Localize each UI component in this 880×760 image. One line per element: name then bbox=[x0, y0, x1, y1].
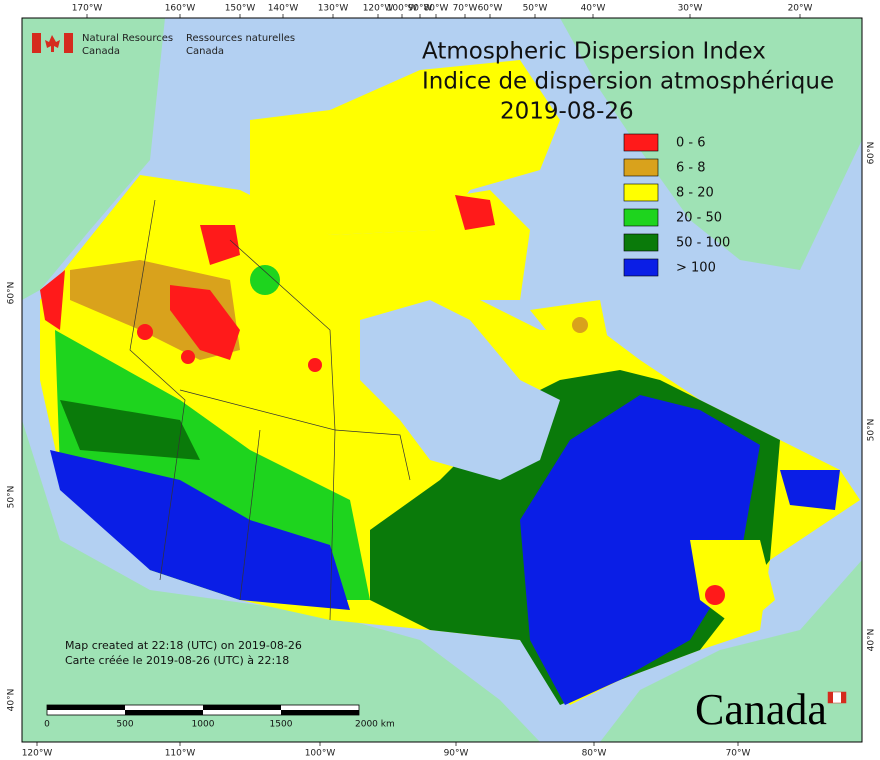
alaska bbox=[22, 18, 165, 300]
lon-label: 150°W bbox=[225, 4, 256, 14]
title-fr: Indice de dispersion atmosphérique bbox=[422, 69, 834, 95]
lon-label: 100°W bbox=[305, 749, 336, 759]
lat-label: 40°N bbox=[867, 629, 877, 652]
title-date: 2019-08-26 bbox=[500, 99, 634, 125]
lon-label: 90°W bbox=[444, 749, 469, 759]
lat-label: 60°N bbox=[7, 282, 17, 305]
zone-red-spot bbox=[181, 350, 195, 364]
lon-label: 120°W bbox=[363, 4, 394, 14]
legend-swatch bbox=[623, 233, 659, 252]
scale-segment bbox=[125, 710, 203, 715]
lon-label: 140°W bbox=[268, 4, 299, 14]
legend-swatch bbox=[623, 208, 659, 227]
lon-label: 130°W bbox=[318, 4, 349, 14]
lon-label: 120°W bbox=[22, 749, 53, 759]
united-states bbox=[22, 420, 540, 742]
lat-label: 40°N bbox=[7, 689, 17, 712]
boundary bbox=[239, 429, 261, 601]
wordmark-flag-bar bbox=[828, 692, 833, 703]
scale-label: 1000 bbox=[192, 720, 215, 730]
zone-red-northwest bbox=[170, 285, 240, 360]
scale-segment bbox=[203, 705, 281, 710]
flag-bar bbox=[32, 33, 41, 53]
zone-blue-newfoundland bbox=[780, 470, 840, 510]
lon-label: 30°W bbox=[678, 4, 703, 14]
zone-green-spot bbox=[250, 265, 280, 295]
zone-yellow-maritimes bbox=[690, 540, 775, 630]
legend-label: 8 - 20 bbox=[676, 186, 714, 201]
agency-fr: Canada bbox=[186, 46, 224, 57]
lat-label: 50°N bbox=[867, 419, 877, 442]
legend-label: 0 - 6 bbox=[676, 136, 706, 151]
zone-red-baffin bbox=[455, 195, 495, 230]
zone-orange-spot bbox=[572, 317, 588, 333]
maple-leaf bbox=[45, 35, 60, 52]
scale-label: 0 bbox=[44, 720, 50, 730]
zone-blue-east bbox=[520, 395, 760, 705]
legend-swatch bbox=[623, 133, 659, 152]
lon-label: 70°W bbox=[726, 749, 751, 759]
boundary bbox=[334, 429, 411, 481]
legend-swatch bbox=[623, 258, 659, 277]
lon-label: 80°W bbox=[424, 4, 449, 14]
zone-red-yukon bbox=[40, 270, 65, 330]
canada-wordmark: Canada bbox=[695, 685, 827, 734]
map-body bbox=[22, 18, 862, 742]
arctic-islands bbox=[250, 60, 560, 235]
boundary bbox=[129, 199, 186, 581]
map-frame bbox=[21, 17, 863, 743]
lon-label: 80°W bbox=[582, 749, 607, 759]
agency-en: Natural Resources bbox=[82, 33, 173, 44]
boundary bbox=[229, 239, 336, 431]
legend-label: 20 - 50 bbox=[676, 211, 722, 226]
legend-label: > 100 bbox=[676, 261, 716, 276]
scale-label: 2000 km bbox=[355, 720, 395, 730]
scale-label: 500 bbox=[116, 720, 133, 730]
legend-label: 50 - 100 bbox=[676, 236, 730, 251]
note-fr: Carte créée le 2019-08-26 (UTC) à 22:18 bbox=[65, 654, 289, 667]
lon-label: 20°W bbox=[788, 4, 813, 14]
greenland bbox=[560, 18, 862, 270]
lon-label: 110°W bbox=[165, 749, 196, 759]
lon-label: 160°W bbox=[165, 4, 196, 14]
zone-red-spot bbox=[308, 358, 322, 372]
note-en: Map created at 22:18 (UTC) on 2019-08-26 bbox=[65, 639, 302, 652]
united-states-east bbox=[600, 560, 862, 742]
lat-label: 60°N bbox=[867, 142, 877, 165]
scale-label: 1500 bbox=[270, 720, 293, 730]
legend-swatch bbox=[623, 158, 659, 177]
agency-fr: Ressources naturelles bbox=[186, 33, 295, 44]
zone-red-north bbox=[200, 225, 240, 265]
lon-label: 50°W bbox=[523, 4, 548, 14]
title-en: Atmospheric Dispersion Index bbox=[422, 39, 766, 65]
flag-bar bbox=[64, 33, 73, 53]
lon-label: 170°W bbox=[72, 4, 103, 14]
zone-red-maritimes bbox=[705, 585, 725, 605]
lon-label: 70°W bbox=[453, 4, 478, 14]
zone-blue-west bbox=[50, 450, 350, 610]
hudson-bay bbox=[360, 300, 560, 480]
scale-bar bbox=[46, 704, 360, 716]
lon-label: 100°W bbox=[387, 4, 418, 14]
zone-darkgreen-west bbox=[60, 400, 200, 460]
scale-segment bbox=[281, 710, 359, 715]
legend-label: 6 - 8 bbox=[676, 161, 706, 176]
lat-label: 50°N bbox=[7, 486, 17, 509]
wordmark-flag-bar bbox=[841, 692, 846, 703]
lon-label: 90°W bbox=[408, 4, 433, 14]
agency-en: Canada bbox=[82, 46, 120, 57]
baffin-island bbox=[430, 190, 530, 300]
lon-label: 60°W bbox=[478, 4, 503, 14]
lon-label: 40°W bbox=[581, 4, 606, 14]
legend-swatch bbox=[623, 183, 659, 202]
scale-segment bbox=[47, 705, 125, 710]
ungava bbox=[530, 300, 610, 360]
zone-red-spot bbox=[137, 324, 153, 340]
